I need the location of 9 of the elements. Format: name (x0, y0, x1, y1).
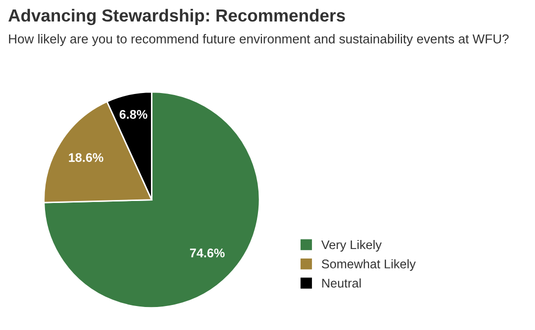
data-label: 18.6% (68, 153, 104, 162)
legend-label: Neutral (322, 278, 361, 288)
legend-label: Somewhat Likely (322, 259, 416, 271)
legend-label: Very Likely (321, 240, 382, 252)
chart-title: Advancing Stewardship: Recommenders (8, 8, 345, 26)
pie-slice (43, 91, 260, 308)
chart-subtitle: How likely are you to recommend future environment and sustainability events at WFU? (9, 34, 509, 46)
data-label: 6.8% (120, 110, 148, 119)
data-label: 74.6% (190, 248, 225, 258)
